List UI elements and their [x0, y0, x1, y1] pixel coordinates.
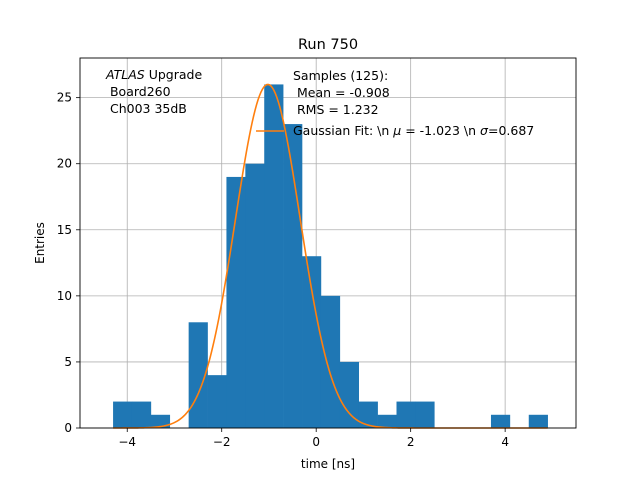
histogram-bars — [113, 84, 548, 429]
legend-fit-entry: Gaussian Fit: \n μ = -1.023 \n σ=0.687 — [293, 123, 534, 138]
legend-fit-mu-symbol: μ — [392, 123, 401, 138]
legend-fit-sigma-symbol: σ — [480, 123, 489, 138]
y-tick-label: 0 — [64, 421, 72, 435]
y-tick-label: 20 — [57, 157, 72, 171]
histogram-bar — [188, 322, 208, 428]
histogram-bar — [528, 414, 548, 428]
x-tick-label: −2 — [213, 435, 231, 449]
legend-fit-mu-value: = -1.023 \n — [401, 123, 480, 138]
y-tick-label: 15 — [57, 223, 72, 237]
histogram-bar — [226, 176, 246, 428]
histogram-bar — [245, 163, 265, 428]
histogram-bar — [396, 401, 416, 428]
y-tick-label: 5 — [64, 355, 72, 369]
x-tick-label: 0 — [312, 435, 320, 449]
histogram-bar — [150, 414, 171, 428]
histogram-bar — [358, 401, 378, 428]
histogram-bar — [302, 256, 322, 428]
histogram-bar — [264, 84, 284, 428]
x-axis-ticks: −4 −2 0 2 4 — [118, 428, 509, 449]
legend-fit-sigma-value: =0.687 — [488, 123, 534, 138]
histogram-bar — [415, 401, 435, 428]
y-tick-label: 25 — [57, 91, 72, 105]
legend: Samples (125): Mean = -0.908 RMS = 1.232… — [256, 68, 534, 138]
x-tick-label: 2 — [407, 435, 415, 449]
y-axis-label: Entries — [33, 222, 47, 264]
x-axis-label: time [ns] — [301, 457, 355, 471]
y-tick-label: 10 — [57, 289, 72, 303]
svg-text:ATLAS Upgrade: ATLAS Upgrade — [105, 67, 202, 82]
legend-samples-title: Samples (125): — [293, 68, 388, 83]
board-label: Board260 — [106, 84, 171, 99]
histogram-bar — [377, 414, 397, 428]
experiment-name: ATLAS — [105, 67, 145, 82]
chart-title: Run 750 — [298, 37, 358, 53]
histogram-bar — [320, 295, 341, 428]
channel-label: Ch003 35dB — [106, 101, 187, 116]
legend-fit-prefix: Gaussian Fit: \n — [293, 123, 393, 138]
y-axis-ticks: 0 5 10 15 20 25 — [57, 91, 80, 435]
x-tick-label: −4 — [118, 435, 136, 449]
histogram-bar — [113, 401, 133, 428]
histogram-bar — [207, 375, 227, 428]
x-tick-label: 4 — [501, 435, 509, 449]
plot-frame — [79, 57, 577, 429]
histogram-bar — [131, 401, 152, 428]
legend-mean: Mean = -0.908 — [293, 85, 390, 100]
experiment-suffix: Upgrade — [145, 67, 203, 82]
run-annotation: ATLAS Upgrade Board260 Ch003 35dB — [105, 67, 202, 116]
legend-rms: RMS = 1.232 — [293, 102, 379, 117]
histogram-bar — [339, 361, 360, 428]
histogram-bar — [490, 414, 511, 428]
